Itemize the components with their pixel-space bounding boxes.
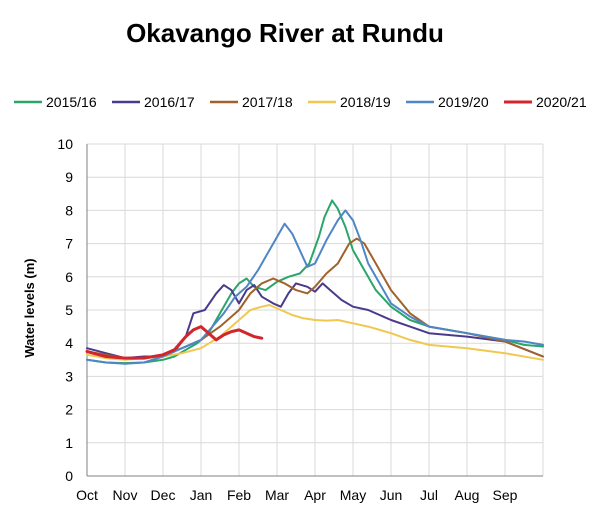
legend-item-2015-16: 2015/16 xyxy=(14,94,97,110)
y-tick-label: 8 xyxy=(65,202,73,218)
series-line-2019-20 xyxy=(86,209,544,365)
legend-item-2018-19: 2018/19 xyxy=(308,94,391,110)
x-tick-label: Aug xyxy=(455,487,480,503)
y-tick-label: 0 xyxy=(65,468,73,484)
legend-label: 2016/17 xyxy=(144,94,195,110)
legend-item-2020-21: 2020/21 xyxy=(504,94,587,110)
x-tick-label: Jul xyxy=(420,487,438,503)
legend-label: 2015/16 xyxy=(46,94,97,110)
x-tick-labels: Oct Nov Dec Jan Feb Mar Apr May Jun Jul Aug Sep xyxy=(76,487,518,503)
y-tick-label: 6 xyxy=(65,269,73,285)
y-tick-label: 9 xyxy=(65,169,73,185)
y-tick-label: 1 xyxy=(65,435,73,451)
legend-item-2019-20: 2019/20 xyxy=(406,94,489,110)
x-tick-label: Nov xyxy=(113,487,138,503)
x-tick-label: Feb xyxy=(227,487,251,503)
y-tick-label: 3 xyxy=(65,368,73,384)
legend-label: 2017/18 xyxy=(242,94,293,110)
x-tick-label: Jun xyxy=(380,487,403,503)
legend-item-2017-18: 2017/18 xyxy=(210,94,293,110)
x-tick-label: Oct xyxy=(76,487,98,503)
grid xyxy=(87,143,544,476)
y-tick-label: 4 xyxy=(65,335,73,351)
y-tick-labels: 0 1 2 3 4 5 6 7 8 9 10 xyxy=(57,136,73,484)
x-tick-label: Mar xyxy=(265,487,289,503)
y-tick-label: 7 xyxy=(65,236,73,252)
x-tick-label: Sep xyxy=(493,487,518,503)
axes xyxy=(86,144,543,477)
y-tick-label: 2 xyxy=(65,402,73,418)
x-tick-label: Apr xyxy=(304,487,326,503)
legend: 2015/16 2016/17 2017/18 2018/19 2019/20 2020/… xyxy=(14,94,587,110)
series-layer xyxy=(85,199,544,365)
y-axis-label: Water levels (m) xyxy=(22,258,37,357)
legend-item-2016-17: 2016/17 xyxy=(112,94,195,110)
x-tick-label: Jan xyxy=(190,487,213,503)
chart-title: Okavango River at Rundu xyxy=(126,18,444,48)
x-tick-label: Dec xyxy=(151,487,176,503)
legend-label: 2019/20 xyxy=(438,94,489,110)
legend-label: 2018/19 xyxy=(340,94,391,110)
legend-label: 2020/21 xyxy=(536,94,587,110)
x-tick-label: May xyxy=(340,487,366,503)
y-tick-label: 10 xyxy=(57,136,73,152)
y-tick-label: 5 xyxy=(65,302,73,318)
series-line-2020-21 xyxy=(85,325,264,360)
